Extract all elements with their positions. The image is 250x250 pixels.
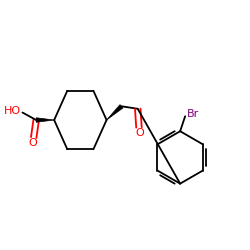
Text: HO: HO xyxy=(4,106,21,116)
Text: O: O xyxy=(29,138,38,148)
Text: Br: Br xyxy=(186,109,199,119)
Polygon shape xyxy=(36,118,54,122)
Text: O: O xyxy=(135,128,144,138)
Polygon shape xyxy=(106,105,123,120)
